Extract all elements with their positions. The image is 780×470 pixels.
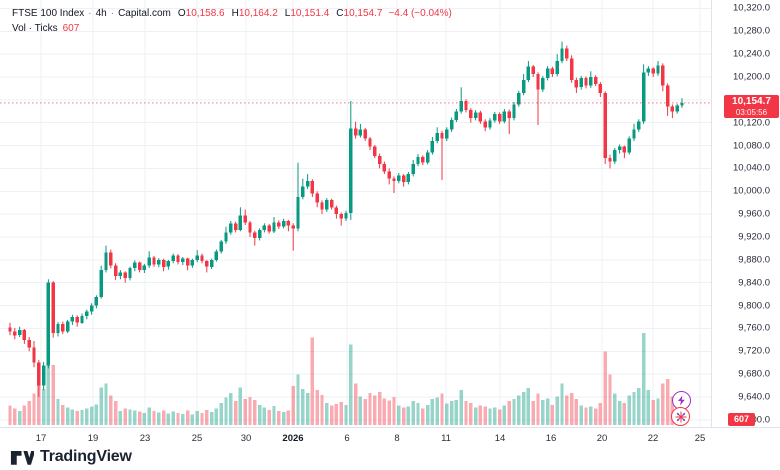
tradingview-logo-text: TradingView: [40, 447, 132, 465]
time-tick-label: 17: [35, 433, 47, 444]
close-value: 10,154.7: [343, 8, 383, 19]
time-tick-label: 14: [494, 433, 506, 444]
close-label: C: [336, 8, 344, 19]
symbol-name[interactable]: FTSE 100 Index: [12, 8, 85, 19]
time-tick-label: 2026: [282, 433, 304, 444]
price-tick-label: 10,320.0: [733, 2, 770, 14]
high-value: 10,164.2: [238, 8, 278, 19]
price-tick-label: 9,840.0: [738, 277, 770, 289]
price-axis[interactable]: 10,320.010,280.010,240.010,200.010,160.0…: [711, 0, 780, 427]
interval-value[interactable]: 4h: [95, 8, 107, 19]
change-value: −4.4 (−0.04%): [388, 8, 452, 19]
lightning-icon: [678, 395, 685, 406]
price-tick-label: 10,080.0: [733, 140, 770, 152]
time-tick-label: 20: [596, 433, 608, 444]
high-label: H: [231, 8, 239, 19]
price-tick-label: 9,680.0: [738, 368, 770, 380]
time-axis[interactable]: 17 19 23 25 30 2026 6 8 11 14 16 20 22 25: [0, 427, 780, 450]
data-source[interactable]: Capital.com: [118, 8, 171, 19]
price-tick-label: 10,040.0: [733, 162, 770, 174]
price-tick-label: 9,720.0: [738, 345, 770, 357]
candlestick-plot-area[interactable]: [0, 0, 711, 427]
time-tick-label: 8: [394, 433, 400, 444]
last-price-label: 10,154.7 03:05:56: [724, 95, 779, 118]
price-tick-label: 9,640.0: [738, 391, 770, 403]
open-label: O: [177, 8, 186, 19]
price-tick-label: 9,760.0: [738, 322, 770, 334]
last-price-value: 10,154.7: [732, 96, 771, 107]
time-tick-label: 6: [344, 433, 350, 444]
dartboard-icon: [675, 411, 686, 422]
tradingview-logo-icon: [10, 450, 34, 465]
time-tick-label: 22: [647, 433, 659, 444]
time-tick-label: 25: [694, 433, 706, 444]
time-tick-label: 19: [87, 433, 99, 444]
price-tick-label: 10,280.0: [733, 25, 770, 37]
separator-dot: ·: [110, 8, 115, 19]
price-tick-label: 9,960.0: [738, 208, 770, 220]
time-tick-label: 11: [441, 433, 451, 444]
bar-countdown: 03:05:56: [735, 108, 768, 117]
volume-indicator-label[interactable]: Vol · Ticks: [12, 23, 58, 34]
time-tick-label: 30: [240, 433, 252, 444]
price-tick-label: 10,120.0: [733, 117, 770, 129]
time-tick-label: 25: [191, 433, 203, 444]
chart-canvas[interactable]: [0, 0, 711, 427]
price-tick-label: 9,880.0: [738, 254, 770, 266]
open-value: 10,158.6: [185, 8, 225, 19]
price-tick-label: 9,920.0: [738, 231, 770, 243]
low-label: L: [284, 8, 291, 19]
time-tick-label: 16: [545, 433, 557, 444]
price-tick-label: 9,800.0: [738, 300, 770, 312]
time-tick-label: 23: [139, 433, 151, 444]
low-value: 10,151.4: [290, 8, 330, 19]
volume-axis-label: 607: [728, 413, 755, 426]
capital-badge[interactable]: [671, 407, 690, 426]
separator-dot: ·: [88, 8, 92, 19]
price-tick-label: 10,240.0: [733, 48, 770, 60]
symbol-header: FTSE 100 Index · 4h · Capital.com O10,158.6 H1…: [12, 6, 452, 21]
volume-indicator-value: 607: [62, 23, 80, 34]
price-tick-label: 10,200.0: [733, 71, 770, 83]
price-tick-label: 10,000.0: [733, 185, 770, 197]
volume-header: Vol · Ticks 607: [12, 21, 79, 36]
tradingview-logo[interactable]: TradingView: [10, 447, 132, 466]
